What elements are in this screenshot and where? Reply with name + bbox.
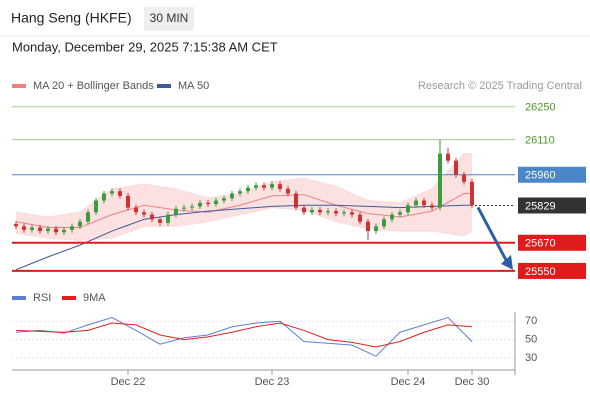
level-label: 25550 bbox=[525, 266, 556, 278]
candle-body bbox=[358, 214, 362, 222]
candle-body bbox=[414, 200, 418, 206]
candle-body bbox=[422, 200, 426, 206]
candle-body bbox=[342, 212, 346, 214]
candle-body bbox=[118, 191, 122, 196]
timestamp: Monday, December 29, 2025 7:15:38 AM CET bbox=[12, 39, 278, 54]
chart-title: Hang Seng (HKFE) bbox=[11, 10, 132, 26]
candle-body bbox=[302, 207, 306, 213]
forecast-arrow bbox=[476, 206, 509, 263]
header-band bbox=[0, 0, 590, 36]
level-label: 25670 bbox=[525, 238, 556, 250]
band-edge bbox=[15, 207, 473, 241]
x-tick-label: Dec 24 bbox=[391, 376, 426, 388]
level-badge bbox=[518, 262, 586, 279]
candle-body bbox=[126, 195, 130, 208]
candle-body bbox=[350, 212, 354, 215]
candle-body bbox=[102, 193, 106, 201]
candle-body bbox=[326, 211, 330, 213]
candle-body bbox=[270, 184, 274, 188]
candle-body bbox=[150, 214, 154, 220]
level-label: 25829 bbox=[525, 200, 556, 212]
candle-body bbox=[46, 228, 50, 232]
candle-body bbox=[366, 221, 370, 232]
interval: 30 MIN bbox=[150, 11, 189, 25]
candle-body bbox=[198, 202, 202, 207]
candle-body bbox=[110, 191, 114, 194]
rsi-line bbox=[15, 322, 473, 348]
candle-body bbox=[54, 228, 58, 233]
candle-body bbox=[278, 184, 282, 189]
level-badge bbox=[518, 197, 586, 214]
candle-body bbox=[390, 214, 394, 220]
candle-body bbox=[182, 207, 186, 209]
candle-body bbox=[334, 211, 338, 214]
candle-body bbox=[30, 227, 34, 230]
candle-body bbox=[166, 214, 170, 223]
ma-line bbox=[15, 193, 472, 229]
candle-body bbox=[22, 226, 26, 230]
candle-body bbox=[214, 200, 218, 205]
candle-body bbox=[94, 200, 98, 213]
level-badge bbox=[518, 166, 586, 183]
candle-body bbox=[78, 221, 82, 227]
candle-body bbox=[134, 207, 138, 213]
level-badge bbox=[518, 234, 586, 251]
candle-body bbox=[470, 181, 474, 206]
candle-body bbox=[206, 202, 210, 205]
rsi-line bbox=[15, 316, 473, 357]
candle-body bbox=[430, 205, 434, 208]
legend-swatch bbox=[12, 84, 26, 88]
bollinger-band bbox=[16, 153, 472, 241]
candle-body bbox=[190, 206, 194, 208]
candle-body bbox=[238, 191, 242, 194]
legend-swatch bbox=[12, 296, 26, 300]
y-tick-label: 50 bbox=[525, 334, 537, 346]
candle-body bbox=[222, 198, 226, 201]
candle-body bbox=[454, 160, 458, 175]
candle-body bbox=[446, 153, 450, 161]
candle-body bbox=[374, 226, 378, 232]
forecast-arrowhead bbox=[501, 254, 513, 270]
candle-body bbox=[62, 229, 66, 233]
legend-label: MA 50 bbox=[178, 80, 209, 92]
level-label: 26250 bbox=[525, 102, 556, 114]
candle-body bbox=[398, 212, 402, 215]
candle-body bbox=[38, 227, 42, 232]
candle-body bbox=[174, 208, 178, 215]
candle-body bbox=[438, 153, 442, 208]
y-tick-label: 70 bbox=[525, 315, 537, 327]
candle-body bbox=[230, 193, 234, 199]
level-label: 26110 bbox=[525, 134, 555, 146]
y-tick-label: 30 bbox=[525, 352, 537, 364]
legend-label: MA 20 + Bollinger Bands bbox=[33, 80, 154, 92]
legend-swatch bbox=[62, 296, 76, 300]
x-tick-label: Dec 22 bbox=[111, 376, 146, 388]
candle-body bbox=[254, 185, 258, 188]
candle-body bbox=[86, 212, 90, 222]
source: Research © 2025 Trading Central bbox=[418, 80, 582, 92]
candle-body bbox=[142, 212, 146, 215]
candle-body bbox=[286, 188, 290, 194]
x-tick-label: Dec 23 bbox=[255, 376, 290, 388]
candle-body bbox=[310, 209, 314, 213]
candle-body bbox=[318, 209, 322, 213]
candle-body bbox=[382, 219, 386, 227]
candle-body bbox=[246, 187, 250, 192]
legend-swatch bbox=[157, 84, 171, 88]
legend-label: 9MA bbox=[83, 292, 106, 304]
candle-body bbox=[262, 185, 266, 188]
level-label: 25960 bbox=[525, 170, 556, 182]
x-tick-label: Dec 30 bbox=[455, 376, 490, 388]
candle-body bbox=[70, 226, 74, 230]
candle-body bbox=[158, 219, 162, 223]
legend-label: RSI bbox=[33, 292, 51, 304]
candle-body bbox=[294, 193, 298, 208]
candle-body bbox=[14, 224, 18, 227]
interval-badge bbox=[144, 7, 194, 31]
candle-body bbox=[462, 174, 466, 182]
candle-body bbox=[406, 205, 410, 213]
